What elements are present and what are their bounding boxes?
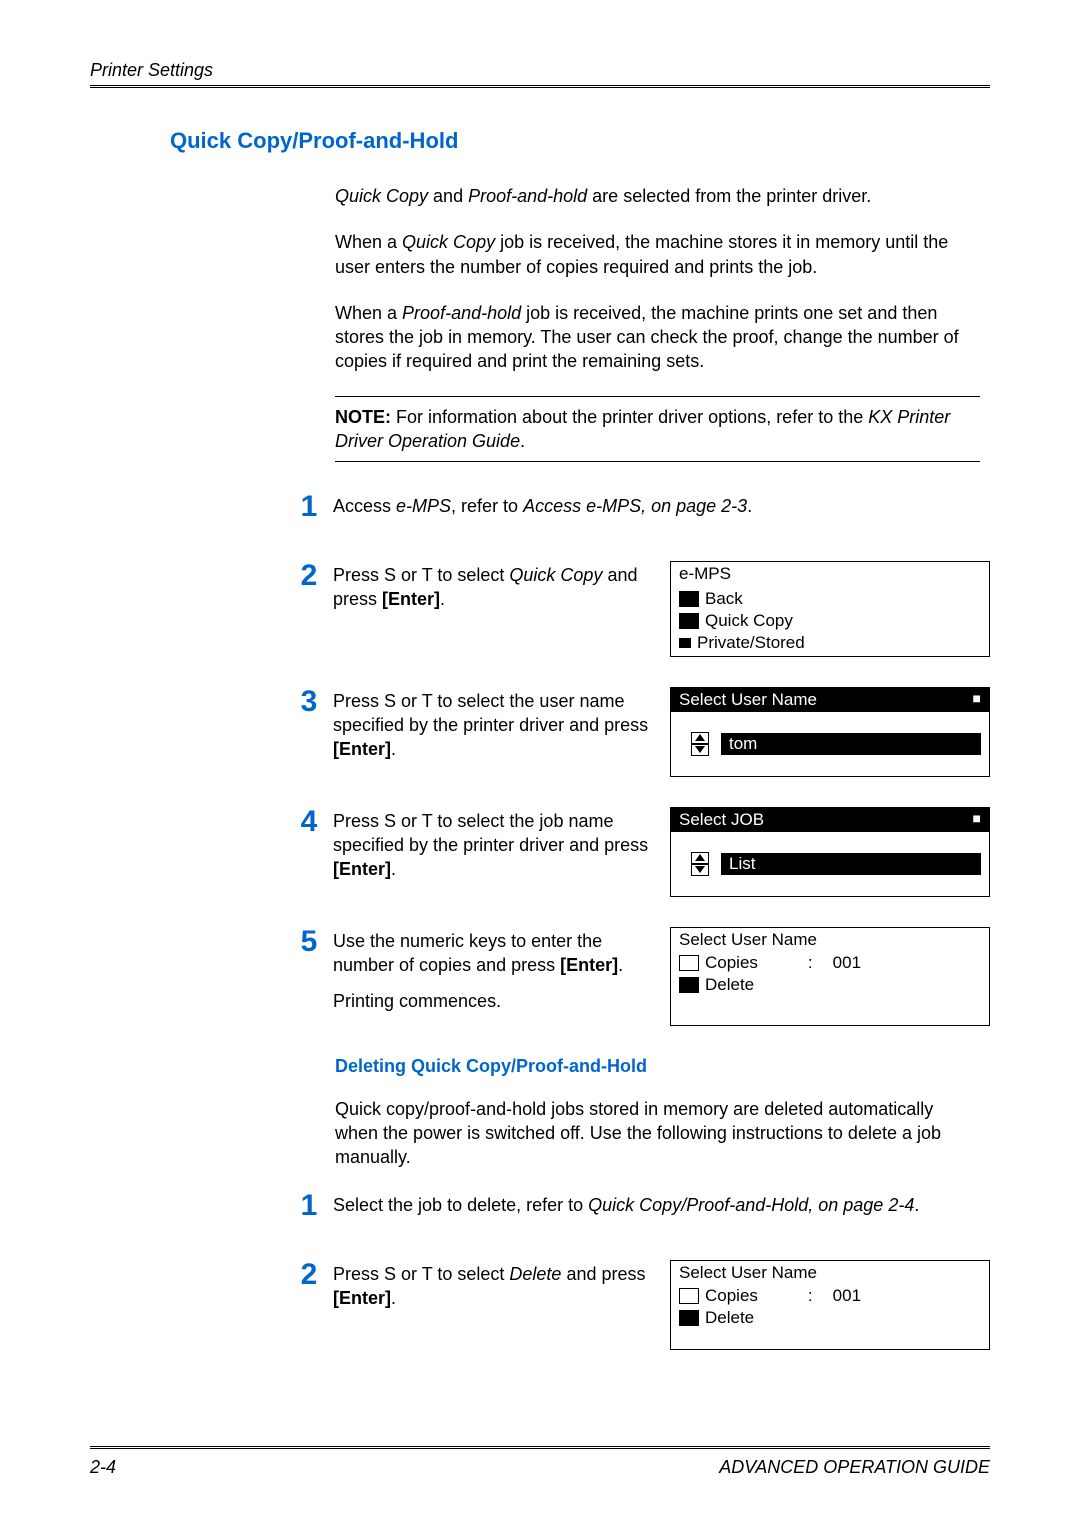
lcd-panel-user: Select User Name■ tom (670, 687, 990, 777)
step-text: Press S or T to select the job name spec… (333, 807, 660, 897)
delete-step-1: 1 Select the job to delete, refer to Qui… (285, 1191, 990, 1229)
step-number: 5 (285, 927, 333, 957)
step-2: 2 Press S or T to select Quick Copy and … (285, 561, 990, 657)
note-box: NOTE: For information about the printer … (335, 396, 980, 463)
intro-p2: When a Quick Copy job is received, the m… (335, 230, 980, 279)
step-number: 4 (285, 807, 333, 837)
step-text: Press S or T to select Delete and press … (333, 1260, 660, 1350)
lcd-row: Back (671, 588, 989, 610)
delete-intro: Quick copy/proof-and-hold jobs stored in… (335, 1097, 980, 1170)
step-1: 1 Access e-MPS, refer to Access e-MPS, o… (285, 492, 990, 530)
step-text: Press S or T to select Quick Copy and pr… (333, 561, 660, 657)
step-text: Select the job to delete, refer to Quick… (333, 1191, 990, 1229)
step-number: 1 (285, 492, 333, 522)
cursor-icon (679, 1310, 699, 1326)
lcd-title: Select User Name■ (671, 688, 989, 712)
lcd-row: tom (671, 730, 989, 758)
step-text: Access e-MPS, refer to Access e-MPS, on … (333, 492, 990, 530)
cursor-icon (679, 638, 691, 648)
step-3: 3 Press S or T to select the user name s… (285, 687, 990, 777)
lcd-title: Select User Name (671, 928, 989, 952)
step-5: 5 Use the numeric keys to enter the numb… (285, 927, 990, 1026)
step-number: 3 (285, 687, 333, 717)
scroll-icon (691, 852, 713, 876)
intro-p1: Quick Copy and Proof-and-hold are select… (335, 184, 980, 208)
lcd-panel-emps: e-MPS Back Quick Copy Private/Stored (670, 561, 990, 657)
step-number: 1 (285, 1191, 333, 1221)
intro-p3: When a Proof-and-hold job is received, t… (335, 301, 980, 374)
cursor-icon (679, 613, 699, 629)
header-rule (90, 85, 990, 88)
steps-list: 1 Access e-MPS, refer to Access e-MPS, o… (285, 492, 990, 1025)
lcd-panel-job: Select JOB■ List (670, 807, 990, 897)
subsection-title: Deleting Quick Copy/Proof-and-Hold (335, 1056, 990, 1077)
lcd-title: Select JOB■ (671, 808, 989, 832)
lcd-title: Select User Name (671, 1261, 989, 1285)
page-header: Printer Settings (90, 60, 990, 88)
lcd-panel-delete: Select User Name Copies : 001 Delete (670, 1260, 990, 1350)
lcd-row: List (671, 850, 989, 878)
footer-rule (90, 1446, 990, 1449)
lcd-title: e-MPS (671, 562, 989, 586)
intro-block: Quick Copy and Proof-and-hold are select… (335, 184, 980, 462)
lcd-selected: tom (721, 733, 981, 755)
step-number: 2 (285, 561, 333, 591)
lcd-row: Private/Stored (671, 632, 989, 654)
lcd-row: Delete (671, 1307, 989, 1329)
step-text: Press S or T to select the user name spe… (333, 687, 660, 777)
cursor-icon (679, 591, 699, 607)
page-footer: 2-4 ADVANCED OPERATION GUIDE (90, 1446, 990, 1478)
chapter-title: Printer Settings (90, 60, 990, 81)
lcd-row: Copies : 001 (671, 952, 989, 974)
scroll-icon (691, 732, 713, 756)
guide-name: ADVANCED OPERATION GUIDE (719, 1457, 990, 1478)
delete-step-2: 2 Press S or T to select Delete and pres… (285, 1260, 990, 1350)
page-number: 2-4 (90, 1457, 116, 1478)
step-number: 2 (285, 1260, 333, 1290)
lcd-row: Copies : 001 (671, 1285, 989, 1307)
delete-intro-text: Quick copy/proof-and-hold jobs stored in… (335, 1097, 980, 1170)
cursor-icon (679, 955, 699, 971)
step-text: Use the numeric keys to enter the number… (333, 927, 660, 1026)
step-4: 4 Press S or T to select the job name sp… (285, 807, 990, 897)
cursor-icon (679, 1288, 699, 1304)
cursor-icon (679, 977, 699, 993)
section-title: Quick Copy/Proof-and-Hold (170, 128, 990, 154)
lcd-row: Delete (671, 974, 989, 996)
delete-steps-list: 1 Select the job to delete, refer to Qui… (285, 1191, 990, 1349)
lcd-row: Quick Copy (671, 610, 989, 632)
lcd-panel-copies: Select User Name Copies : 001 Delete (670, 927, 990, 1026)
lcd-selected: List (721, 853, 981, 875)
